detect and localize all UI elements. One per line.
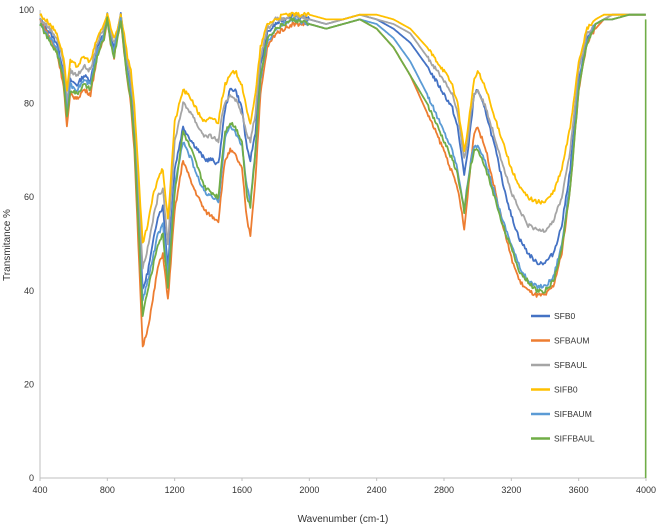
x-axis-title: Wavenumber (cm-1) xyxy=(298,514,389,525)
legend-label: SFB0 xyxy=(554,311,576,321)
legend-label: SFBAUL xyxy=(554,360,587,370)
legend-label: SIFFBAUL xyxy=(554,434,595,444)
x-tick-label: 2800 xyxy=(434,485,454,495)
x-tick-label: 1600 xyxy=(232,485,252,495)
series-line-sifbaum xyxy=(39,13,646,302)
axes xyxy=(39,10,646,479)
y-tick-label: 60 xyxy=(24,192,34,202)
x-tick-label: 4000 xyxy=(636,485,656,495)
y-tick-labels: 0 20 40 60 80 100 xyxy=(19,5,34,483)
y-tick-label: 80 xyxy=(24,99,34,109)
x-tick-label: 3200 xyxy=(501,485,521,495)
x-tick-label: 1200 xyxy=(165,485,185,495)
series-line-sifb0 xyxy=(39,11,646,244)
series-lines xyxy=(39,11,647,478)
legend-label: SFBAUM xyxy=(554,336,589,346)
x-tick-label: 2000 xyxy=(299,485,319,495)
y-tick-label: 0 xyxy=(29,473,34,483)
y-tick-label: 100 xyxy=(19,5,34,15)
legend: SFB0 SFBAUM SFBAUL SIFB0 SIFBAUM SIFFBAUL xyxy=(531,311,595,444)
x-tick-label: 800 xyxy=(100,485,115,495)
x-tick-label: 2400 xyxy=(367,485,387,495)
legend-label: SIFB0 xyxy=(554,385,578,395)
legend-label: SIFBAUM xyxy=(554,409,592,419)
x-tick-label: 400 xyxy=(32,485,47,495)
series-line-siffbaul xyxy=(39,13,646,317)
y-tick-label: 40 xyxy=(24,286,34,296)
series-line-sfbaum xyxy=(39,13,646,348)
x-tick-labels: 400 800 1200 1600 2000 2400 2800 3200 3600 4000 xyxy=(32,478,656,495)
series-line-sfb0 xyxy=(39,12,646,290)
series-line-sfbaul xyxy=(39,12,646,270)
x-tick-label: 3600 xyxy=(569,485,589,495)
y-axis-title: Transmitance % xyxy=(2,209,13,281)
y-tick-label: 20 xyxy=(24,379,34,389)
